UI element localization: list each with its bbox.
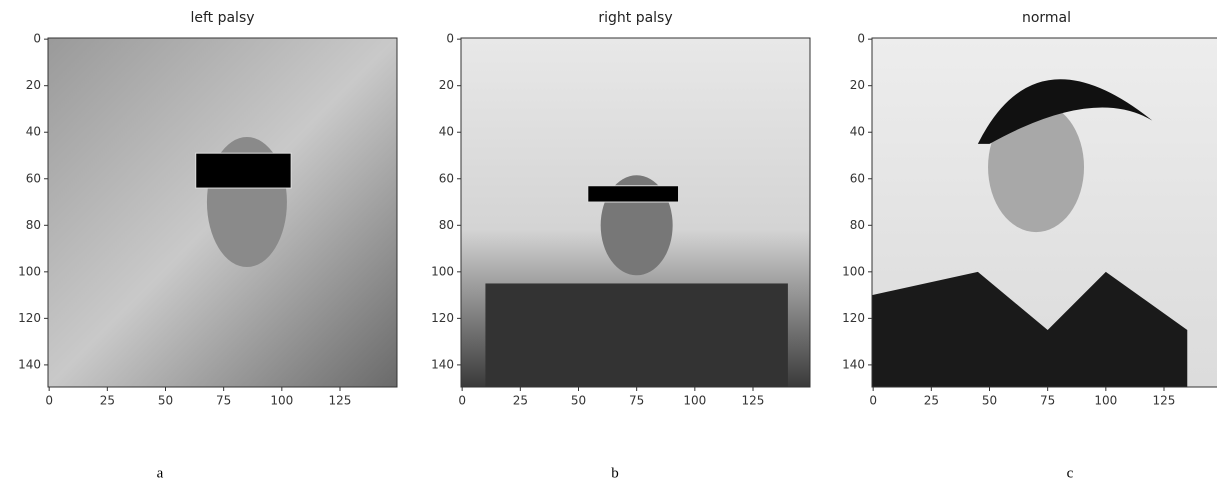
y-tick-label: 0 [446, 32, 454, 46]
x-tick-label: 125 [329, 394, 352, 408]
redaction [195, 152, 292, 189]
redaction [587, 185, 680, 203]
x-tick-label: 100 [683, 394, 706, 408]
x-tick-label: 50 [158, 394, 173, 408]
y-tick-label: 20 [850, 78, 865, 92]
x-tick-label: 125 [742, 394, 765, 408]
y-tick-label: 100 [18, 264, 41, 278]
x-tick-label: 0 [45, 394, 53, 408]
suit [872, 271, 1188, 387]
axes-frame [871, 37, 1217, 388]
y-tick-label: 40 [26, 125, 41, 139]
panel-caption: a [157, 465, 164, 481]
y-tick-label: 40 [850, 125, 865, 139]
hair [977, 79, 1153, 144]
x-tick-label: 125 [1153, 394, 1176, 408]
x-tick-label: 50 [982, 394, 997, 408]
panel-caption: c [1067, 465, 1074, 481]
x-tick-label: 25 [924, 394, 939, 408]
y-tick-label: 140 [842, 357, 865, 371]
x-tick-label: 100 [270, 394, 293, 408]
y-tick-label: 100 [842, 264, 865, 278]
y-tick-label: 60 [26, 171, 41, 185]
y-tick-label: 80 [26, 218, 41, 232]
x-tick-label: 25 [513, 394, 528, 408]
panel-title: right palsy [598, 10, 672, 26]
x-tick-label: 75 [216, 394, 231, 408]
x-tick-label: 100 [1094, 394, 1117, 408]
body [485, 283, 788, 387]
y-tick-label: 80 [439, 218, 454, 232]
x-tick-label: 75 [1040, 394, 1055, 408]
axes-frame [47, 37, 398, 388]
y-tick-label: 100 [431, 264, 454, 278]
face [988, 102, 1085, 233]
panel-title: left palsy [190, 10, 254, 26]
y-tick-label: 80 [850, 218, 865, 232]
panel-title: normal [1022, 10, 1071, 26]
y-tick-label: 60 [850, 171, 865, 185]
y-tick-label: 20 [26, 78, 41, 92]
x-tick-label: 0 [458, 394, 466, 408]
y-tick-label: 20 [439, 78, 454, 92]
y-tick-label: 0 [33, 32, 41, 46]
x-tick-label: 50 [571, 394, 586, 408]
y-tick-label: 40 [439, 125, 454, 139]
y-tick-label: 0 [857, 32, 865, 46]
y-tick-label: 120 [18, 311, 41, 325]
axes-frame [460, 37, 811, 388]
x-tick-label: 25 [100, 394, 115, 408]
y-tick-label: 60 [439, 171, 454, 185]
x-tick-label: 75 [629, 394, 644, 408]
y-tick-label: 140 [18, 357, 41, 371]
panel-caption: b [611, 465, 619, 481]
y-tick-label: 140 [431, 357, 454, 371]
y-tick-label: 120 [431, 311, 454, 325]
y-tick-label: 120 [842, 311, 865, 325]
x-tick-label: 0 [869, 394, 877, 408]
